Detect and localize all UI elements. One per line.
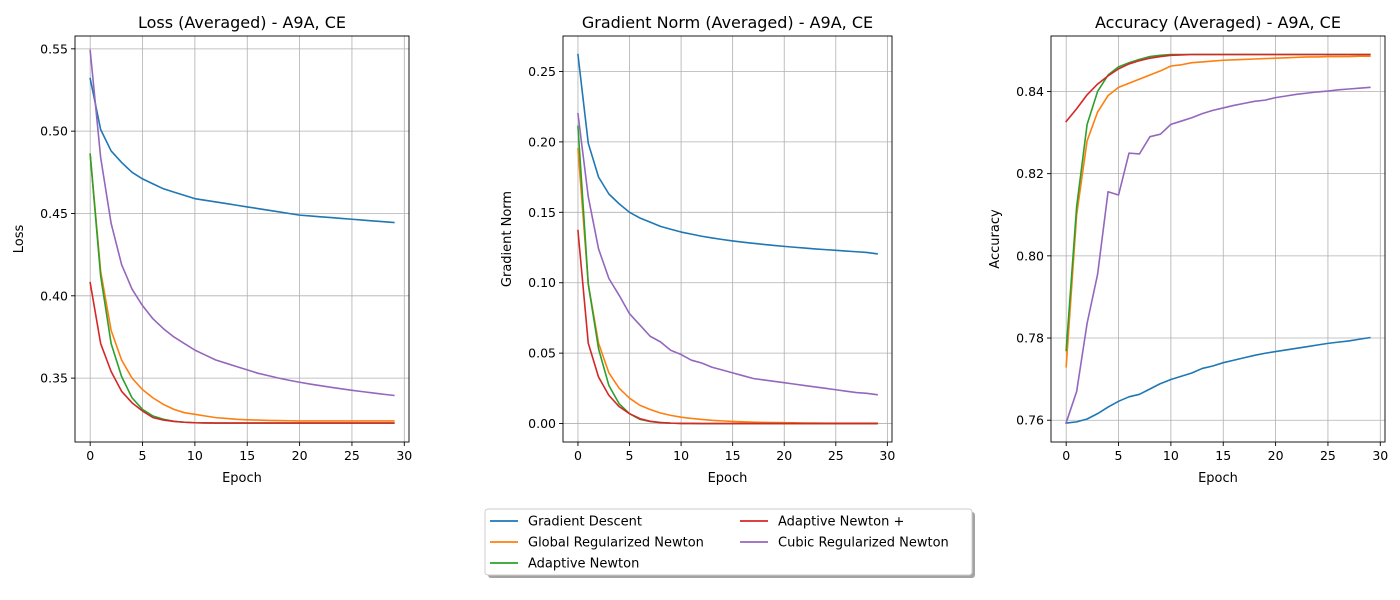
x-tick-label: 15 xyxy=(239,448,255,463)
series-group-gradnorm xyxy=(577,53,878,425)
legend-label: Adaptive Newton xyxy=(528,557,639,572)
x-tick-label: 5 xyxy=(626,448,634,463)
x-tick-label: 10 xyxy=(187,448,203,463)
x-tick-label: 5 xyxy=(1115,448,1123,463)
y-axis-label: Loss xyxy=(12,225,27,254)
x-tick-label: 15 xyxy=(725,448,741,463)
legend-entry: Cubic Regularized Newton xyxy=(740,536,949,551)
x-tick-label: 30 xyxy=(879,448,895,463)
x-tick-label: 10 xyxy=(1163,448,1179,463)
grid-loss xyxy=(75,36,409,442)
y-tick-label: 0.82 xyxy=(1016,166,1044,181)
x-tick-label: 20 xyxy=(776,448,792,463)
chart-loss: 0 5 10 15 20 25 30 0.35 0.40 0.45 0.50 0.55 Loss (Av… xyxy=(12,13,412,486)
chart-title: Accuracy (Averaged) - A9A, CE xyxy=(1095,13,1341,32)
legend-entry: Global Regularized Newton xyxy=(490,536,704,551)
x-axis-label: Epoch xyxy=(1198,471,1238,486)
chart-gradnorm: 0 5 10 15 20 25 30 0.00 0.05 0.10 0.15 0.20 0.25 Grad… xyxy=(500,13,895,486)
plots-container: 0 5 10 15 20 25 30 0.35 0.40 0.45 0.50 0.55 Loss (Av… xyxy=(12,13,1388,486)
x-tick-label: 5 xyxy=(139,448,147,463)
y-tick-label: 0.05 xyxy=(528,346,556,361)
x-tick-label: 10 xyxy=(673,448,689,463)
y-tick-label: 0.40 xyxy=(40,288,68,303)
y-tick-label: 0.80 xyxy=(1016,248,1044,263)
series-line-global-regularized-newton xyxy=(89,153,395,422)
x-tick-label: 25 xyxy=(344,448,360,463)
x-axis-label: Epoch xyxy=(222,471,262,486)
y-tick-label: 0.84 xyxy=(1016,84,1044,99)
series-line-adaptive-newton xyxy=(1065,53,1371,123)
legend-box xyxy=(484,508,973,576)
axes-frame xyxy=(562,35,893,443)
y-tick-label: 0.15 xyxy=(528,205,556,220)
chart-accuracy: 0 5 10 15 20 25 30 0.76 0.78 0.80 0.82 0.84 Accuracy… xyxy=(988,13,1388,486)
series-line-global-regularized-newton xyxy=(1065,55,1371,368)
y-tick-label: 0.45 xyxy=(40,206,68,221)
y-tick-label: 0.55 xyxy=(40,41,68,56)
series-line-adaptive-newton xyxy=(1065,53,1371,352)
x-tick-label: 15 xyxy=(1215,448,1231,463)
y-tick-label: 0.50 xyxy=(40,124,68,139)
y-tick-label: 0.76 xyxy=(1016,413,1044,428)
y-tick-label: 0.00 xyxy=(528,416,556,431)
series-group-accuracy xyxy=(1065,53,1371,424)
x-tick-label: 20 xyxy=(292,448,308,463)
axes-frame xyxy=(1050,35,1386,443)
legend-label: Gradient Descent xyxy=(528,515,642,530)
x-tick-label: 20 xyxy=(1268,448,1284,463)
series-line-gradient-descent xyxy=(1065,336,1371,424)
legend-entry: Adaptive Newton + xyxy=(740,515,904,530)
legend-entry: Adaptive Newton xyxy=(490,557,639,572)
legend-label: Global Regularized Newton xyxy=(528,536,704,551)
series-line-gradient-descent xyxy=(89,77,395,224)
series-line-adaptive-newton xyxy=(577,229,878,425)
chart-title: Gradient Norm (Averaged) - A9A, CE xyxy=(582,13,873,32)
chart-title: Loss (Averaged) - A9A, CE xyxy=(138,13,346,32)
x-axis-label: Epoch xyxy=(708,471,748,486)
x-tick-label: 25 xyxy=(1320,448,1336,463)
y-axis-label: Gradient Norm xyxy=(500,191,515,287)
y-tick-label: 0.35 xyxy=(40,371,68,386)
y-tick-label: 0.25 xyxy=(528,64,556,79)
series-line-cubic-regularized-newton xyxy=(89,49,395,397)
series-line-cubic-regularized-newton xyxy=(1065,86,1371,424)
series-line-gradient-descent xyxy=(577,53,878,255)
axes-frame xyxy=(74,35,410,443)
y-axis-label: Accuracy xyxy=(988,209,1003,269)
y-tick-label: 0.78 xyxy=(1016,331,1044,346)
series-line-global-regularized-newton xyxy=(577,148,878,424)
legend-label: Cubic Regularized Newton xyxy=(778,536,949,551)
grid-gradnorm xyxy=(563,36,892,442)
series-line-cubic-regularized-newton xyxy=(577,112,878,396)
legend-label: Adaptive Newton + xyxy=(778,515,904,530)
x-tick-label: 0 xyxy=(574,448,582,463)
legend-entry: Gradient Descent xyxy=(490,515,642,530)
x-tick-label: 0 xyxy=(86,448,94,463)
x-tick-label: 25 xyxy=(828,448,844,463)
grid-accuracy xyxy=(1051,36,1385,442)
y-tick-label: 0.20 xyxy=(528,134,556,149)
y-tick-label: 0.10 xyxy=(528,275,556,290)
series-group-loss xyxy=(89,49,395,424)
series-line-adaptive-newton xyxy=(577,125,878,425)
x-tick-label: 0 xyxy=(1062,448,1070,463)
x-tick-label: 30 xyxy=(1372,448,1388,463)
series-line-adaptive-newton xyxy=(89,281,395,424)
x-tick-label: 30 xyxy=(396,448,412,463)
legend: Gradient Descent Global Regularized Newto… xyxy=(484,508,975,578)
